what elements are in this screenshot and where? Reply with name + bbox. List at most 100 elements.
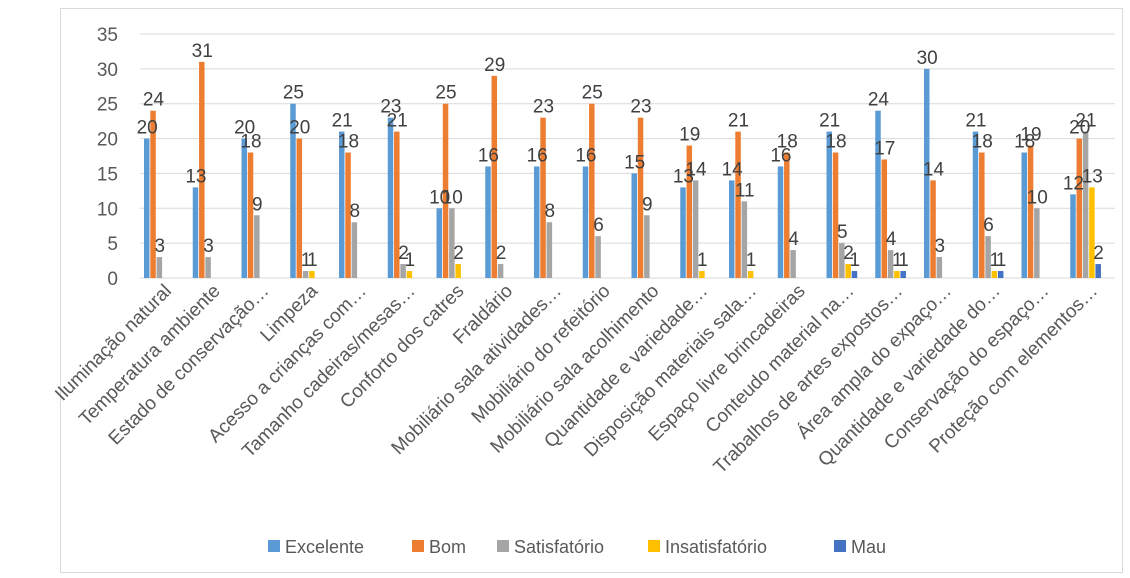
data-label: 1 bbox=[850, 250, 861, 271]
bar-excelente bbox=[436, 208, 442, 278]
bar-insatisfatório bbox=[845, 264, 851, 278]
gridlines bbox=[140, 33, 1115, 279]
bar-excelente bbox=[1021, 152, 1027, 278]
bar-satisfatório bbox=[839, 243, 845, 278]
data-label: 16 bbox=[527, 145, 548, 166]
data-label: 21 bbox=[819, 111, 840, 132]
bar-bom bbox=[1076, 138, 1083, 278]
data-label: 24 bbox=[143, 90, 165, 111]
legend-swatch bbox=[648, 540, 660, 552]
data-label: 18 bbox=[1014, 132, 1035, 153]
data-label: 21 bbox=[387, 111, 408, 132]
data-label: 17 bbox=[874, 138, 895, 159]
data-label: 18 bbox=[777, 132, 798, 153]
data-label: 29 bbox=[484, 55, 505, 76]
data-label: 16 bbox=[770, 145, 791, 166]
bar-satisfatório bbox=[156, 257, 163, 278]
data-label: 11 bbox=[735, 180, 755, 201]
data-label: 20 bbox=[234, 118, 255, 139]
bar-mau bbox=[1095, 264, 1101, 278]
bar-bom bbox=[1027, 145, 1034, 278]
data-label: 18 bbox=[825, 132, 846, 153]
data-label: 18 bbox=[338, 132, 359, 153]
bar-insatisfatório bbox=[406, 271, 413, 278]
data-label: 19 bbox=[1020, 125, 1041, 146]
data-label: 14 bbox=[722, 159, 744, 180]
bar-bom bbox=[979, 152, 985, 278]
data-label: 6 bbox=[593, 215, 604, 236]
y-tick-label: 10 bbox=[97, 199, 118, 220]
bar-excelente bbox=[485, 166, 491, 278]
bar-bom bbox=[832, 152, 839, 278]
bar-satisfatório bbox=[254, 215, 260, 278]
legend-label: Bom bbox=[429, 537, 466, 557]
y-tick-label: 20 bbox=[97, 130, 118, 151]
data-label: 10 bbox=[442, 187, 463, 208]
bar-excelente bbox=[875, 110, 881, 278]
bar-bom bbox=[881, 159, 888, 278]
bar-excelente bbox=[534, 166, 540, 278]
legend-swatch bbox=[412, 540, 424, 552]
data-label: 3 bbox=[154, 236, 165, 257]
data-label: 4 bbox=[886, 229, 897, 250]
bar-insatisfatório bbox=[747, 271, 754, 278]
data-label: 10 bbox=[429, 187, 450, 208]
bar-mau bbox=[851, 271, 858, 278]
bar-satisfatório bbox=[1034, 208, 1040, 278]
bar-bom bbox=[296, 138, 303, 278]
data-label: 18 bbox=[240, 132, 261, 153]
data-label: 1 bbox=[405, 250, 416, 271]
bar-excelente bbox=[924, 68, 930, 278]
bar-mau bbox=[997, 271, 1004, 278]
data-label: 4 bbox=[788, 229, 799, 250]
bar-bom bbox=[686, 145, 693, 278]
bar-satisfatório bbox=[351, 222, 358, 278]
bar-bom bbox=[491, 75, 498, 278]
data-label: 20 bbox=[289, 118, 310, 139]
bar-satisfatório bbox=[692, 180, 699, 278]
data-label: 31 bbox=[192, 41, 213, 62]
data-label: 13 bbox=[185, 166, 206, 187]
bar-bom bbox=[199, 61, 205, 279]
bar-excelente bbox=[826, 131, 832, 278]
bar-bom bbox=[540, 117, 546, 279]
bar-bom bbox=[150, 110, 156, 278]
bar-satisfatório bbox=[400, 264, 406, 278]
bar-insatisfatório bbox=[991, 271, 998, 278]
y-tick-label: 35 bbox=[97, 25, 118, 46]
bar-excelente bbox=[777, 166, 784, 278]
data-label: 14 bbox=[685, 159, 707, 180]
data-label: 5 bbox=[837, 222, 848, 243]
bar-insatisfatório bbox=[894, 271, 900, 278]
bar-bom bbox=[735, 131, 741, 278]
bar-satisfatório bbox=[887, 250, 894, 278]
data-label: 1 bbox=[892, 250, 903, 271]
data-label: 21 bbox=[965, 111, 986, 132]
data-label: 13 bbox=[673, 166, 694, 187]
data-label: 13 bbox=[1082, 166, 1103, 187]
bar-insatisfatório bbox=[699, 271, 705, 278]
data-label: 20 bbox=[137, 118, 158, 139]
data-label: 21 bbox=[1075, 111, 1096, 132]
data-label: 8 bbox=[349, 201, 360, 222]
data-label: 21 bbox=[728, 111, 749, 132]
bar-excelente bbox=[680, 187, 686, 278]
data-label: 3 bbox=[203, 236, 214, 257]
y-tick-label: 15 bbox=[97, 164, 118, 185]
bar-excelente bbox=[972, 131, 979, 278]
data-label: 1 bbox=[990, 250, 1001, 271]
y-axis-ticks: 0 5 10 15 20 25 30 35 bbox=[97, 25, 118, 290]
bar-satisfatório bbox=[644, 215, 650, 278]
y-tick-label: 30 bbox=[97, 60, 118, 81]
bar-satisfatório bbox=[1082, 131, 1089, 278]
y-tick-label: 0 bbox=[107, 269, 118, 290]
data-label: 1 bbox=[697, 250, 708, 271]
data-label: 1 bbox=[746, 250, 757, 271]
bar-satisfatório bbox=[936, 257, 943, 278]
legend-label: Excelente bbox=[285, 537, 364, 557]
legend-swatch bbox=[497, 540, 509, 552]
data-label: 1 bbox=[301, 250, 312, 271]
bar-excelente bbox=[192, 187, 199, 278]
